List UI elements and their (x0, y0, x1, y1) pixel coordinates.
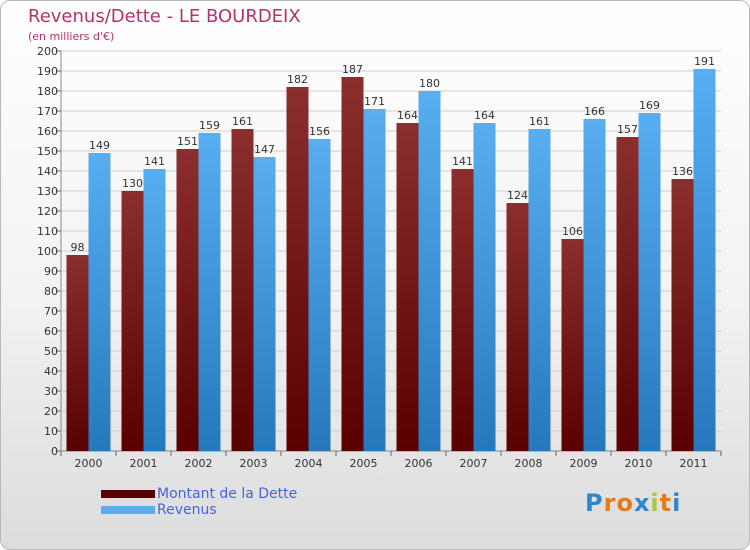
data-label: 124 (507, 189, 528, 202)
data-label: 136 (672, 165, 693, 178)
y-tick-label: 20 (44, 405, 58, 418)
legend-label-dette: Montant de la Dette (157, 486, 298, 502)
y-tick-label: 80 (44, 285, 58, 298)
y-tick-label: 120 (37, 205, 58, 218)
legend-swatch-revenus (101, 506, 155, 514)
x-tick-label: 2001 (130, 457, 158, 470)
data-label: 164 (397, 109, 418, 122)
chart-title: Revenus/Dette - LE BOURDEIX (28, 6, 301, 27)
bar-revenus (693, 69, 716, 451)
data-label: 159 (199, 119, 220, 132)
y-tick-label: 190 (37, 65, 58, 78)
x-tick-label: 2008 (515, 457, 543, 470)
y-tick-label: 160 (37, 125, 58, 138)
x-axis: 2000 2001 2002 2003 2004 2005 2006 2007 2008 2009… (60, 451, 722, 470)
bar-revenus (308, 139, 331, 451)
bar-dette (671, 179, 694, 451)
bar-dette (121, 191, 144, 451)
chart-subtitle: (en milliers d'€) (28, 30, 115, 43)
data-label: 164 (474, 109, 495, 122)
y-tick-label: 150 (37, 145, 58, 158)
bar-dette (506, 203, 529, 451)
legend: Montant de la Dette Revenus (101, 486, 297, 518)
bar-dette (286, 87, 309, 451)
data-label: 187 (342, 63, 363, 76)
x-tick-label: 2005 (350, 457, 378, 470)
data-label: 147 (254, 143, 275, 156)
legend-label-revenus: Revenus (157, 502, 217, 518)
data-label: 161 (232, 115, 253, 128)
legend-swatch-dette (101, 490, 155, 498)
y-tick-label: 50 (44, 345, 58, 358)
x-tick-label: 2006 (405, 457, 433, 470)
proxiti-logo: Proxiti (585, 489, 682, 517)
bar-revenus (88, 153, 111, 451)
y-tick-label: 170 (37, 105, 58, 118)
data-label: 166 (584, 105, 605, 118)
x-tick-label: 2004 (295, 457, 323, 470)
bar-revenus (253, 157, 276, 451)
bar-revenus (418, 91, 441, 451)
y-tick-label: 0 (51, 445, 58, 458)
data-label: 171 (364, 95, 385, 108)
y-tick-label: 40 (44, 365, 58, 378)
y-tick-label: 60 (44, 325, 58, 338)
y-tick-label: 110 (37, 225, 58, 238)
x-tick-label: 2010 (625, 457, 653, 470)
bars (66, 69, 716, 451)
grid-lines (61, 50, 721, 452)
data-label: 149 (89, 139, 110, 152)
bar-dette (451, 169, 474, 451)
data-label: 169 (639, 99, 660, 112)
bar-dette (231, 129, 254, 451)
bar-revenus (143, 169, 166, 451)
data-label: 161 (529, 115, 550, 128)
bar-revenus (198, 133, 221, 451)
data-label: 106 (562, 225, 583, 238)
x-tick-label: 2002 (185, 457, 213, 470)
bar-dette (341, 77, 364, 451)
data-label: 130 (122, 177, 143, 190)
x-tick-label: 2009 (570, 457, 598, 470)
data-label: 180 (419, 77, 440, 90)
data-label: 141 (452, 155, 473, 168)
y-tick-label: 10 (44, 425, 58, 438)
y-tick-label: 130 (37, 185, 58, 198)
x-tick-label: 2007 (460, 457, 488, 470)
bar-dette (561, 239, 584, 451)
data-label: 157 (617, 123, 638, 136)
data-label: 191 (694, 55, 715, 68)
bar-dette (66, 255, 89, 451)
y-tick-label: 70 (44, 305, 58, 318)
data-label: 141 (144, 155, 165, 168)
bar-revenus (363, 109, 386, 451)
bar-dette (616, 137, 639, 451)
legend-item-revenus: Revenus (101, 502, 297, 518)
x-tick-label: 2011 (680, 457, 708, 470)
y-axis: 0 10 20 30 40 50 60 70 80 90 100 110 120 130 140 150 160… (37, 45, 721, 458)
y-tick-label: 100 (37, 245, 58, 258)
bar-dette (176, 149, 199, 451)
legend-item-dette: Montant de la Dette (101, 486, 297, 502)
x-tick-label: 2003 (240, 457, 268, 470)
bar-revenus (473, 123, 496, 451)
bar-revenus (583, 119, 606, 451)
y-tick-label: 200 (37, 45, 58, 58)
y-tick-label: 180 (37, 85, 58, 98)
data-label: 182 (287, 73, 308, 86)
y-tick-label: 30 (44, 385, 58, 398)
bar-revenus (528, 129, 551, 451)
x-tick-label: 2000 (75, 457, 103, 470)
data-label: 98 (71, 241, 85, 254)
data-label: 151 (177, 135, 198, 148)
y-tick-label: 140 (37, 165, 58, 178)
y-tick-label: 90 (44, 265, 58, 278)
bar-revenus (638, 113, 661, 451)
bar-dette (396, 123, 419, 451)
data-label: 156 (309, 125, 330, 138)
